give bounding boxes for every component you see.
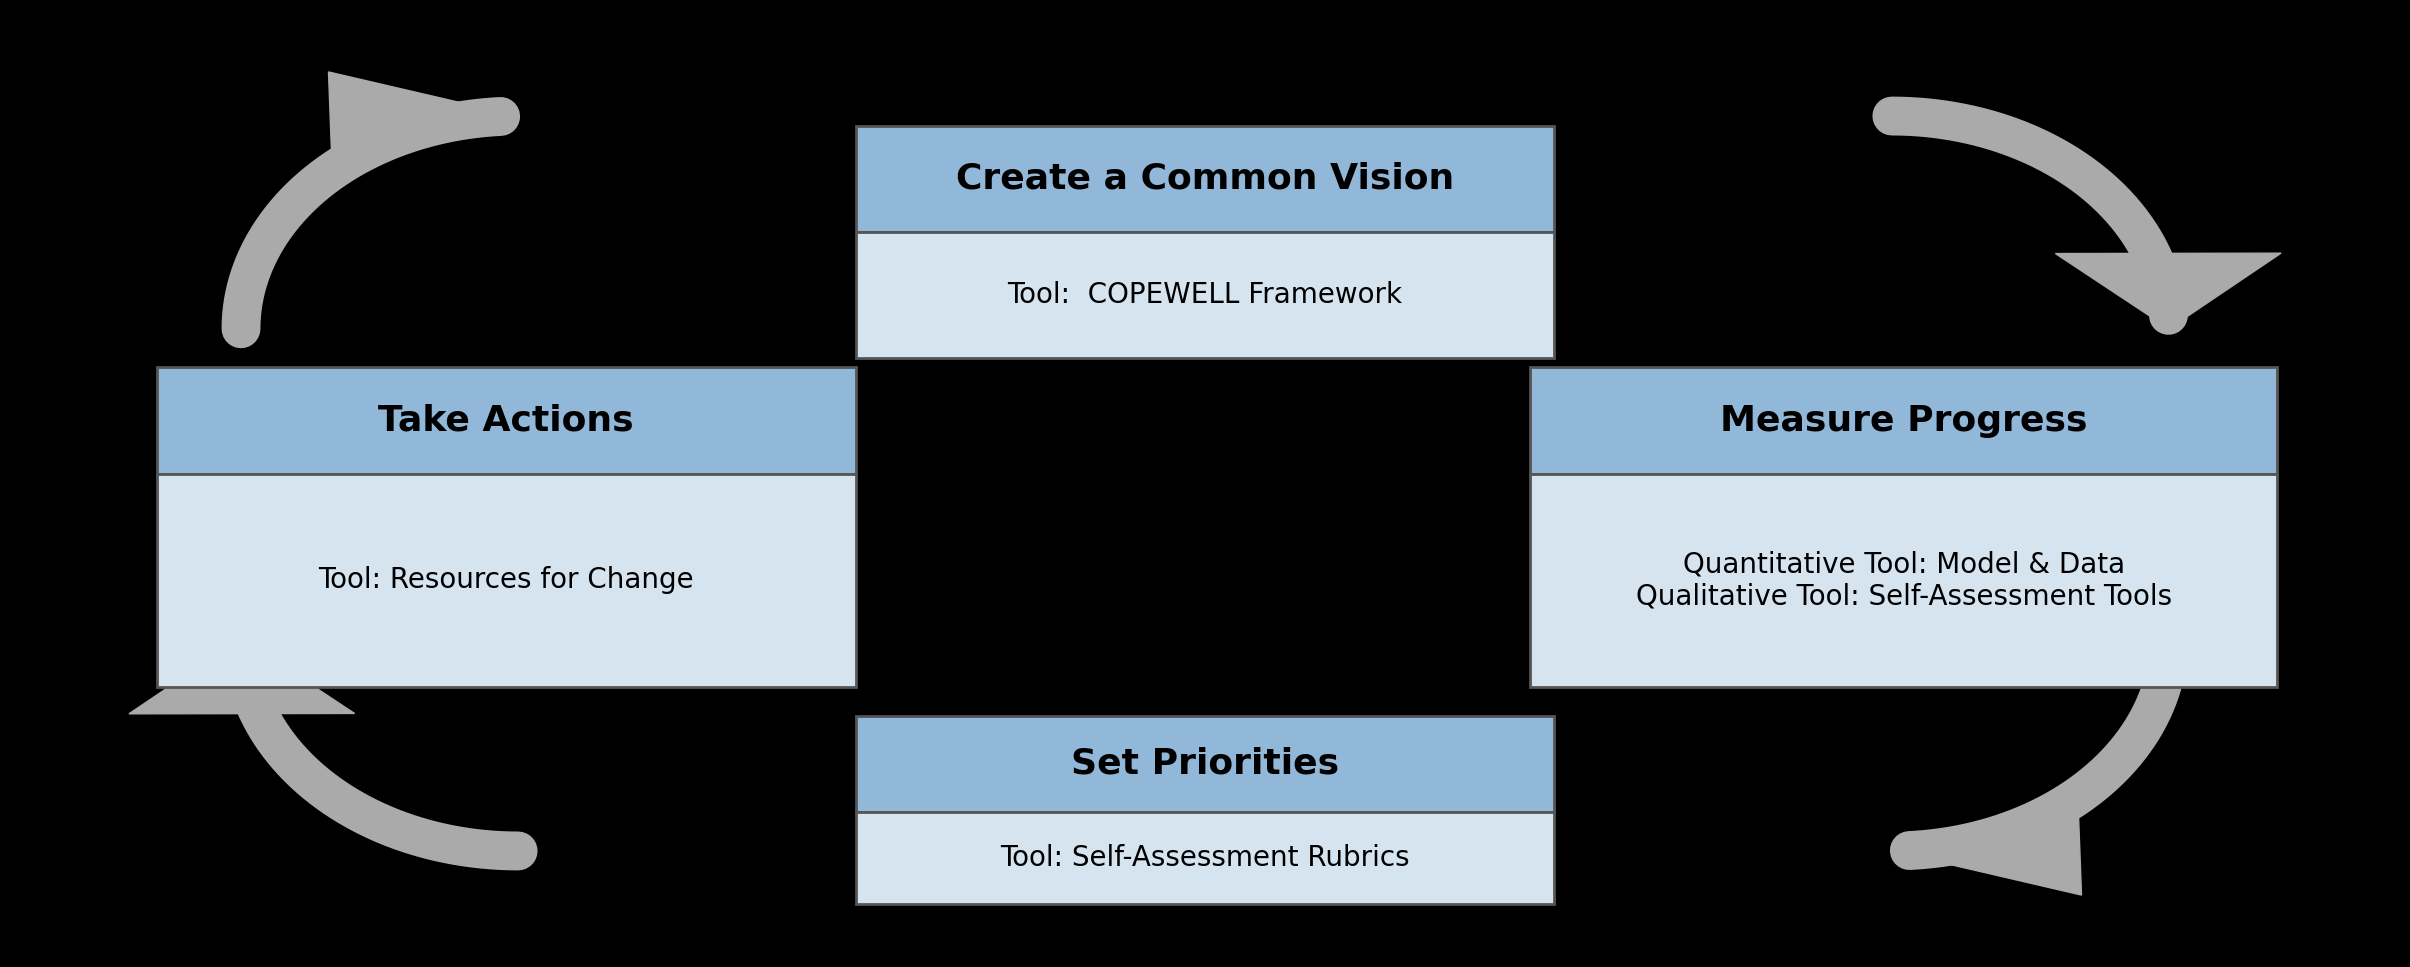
FancyBboxPatch shape	[157, 474, 856, 687]
FancyBboxPatch shape	[856, 716, 1554, 812]
Polygon shape	[130, 638, 354, 714]
FancyBboxPatch shape	[1530, 367, 2277, 474]
Text: Set Priorities: Set Priorities	[1070, 747, 1340, 781]
FancyBboxPatch shape	[1530, 474, 2277, 687]
FancyBboxPatch shape	[856, 232, 1554, 358]
FancyBboxPatch shape	[157, 367, 856, 474]
Polygon shape	[328, 72, 518, 162]
Text: Tool:  COPEWELL Framework: Tool: COPEWELL Framework	[1007, 281, 1403, 308]
Text: Quantitative Tool: Model & Data
Qualitative Tool: Self-Assessment Tools: Quantitative Tool: Model & Data Qualitat…	[1636, 550, 2171, 610]
Text: Tool: Resources for Change: Tool: Resources for Change	[318, 567, 694, 594]
FancyBboxPatch shape	[856, 812, 1554, 904]
Text: Create a Common Vision: Create a Common Vision	[957, 161, 1453, 196]
Text: Tool: Self-Assessment Rubrics: Tool: Self-Assessment Rubrics	[1000, 844, 1410, 872]
Text: Take Actions: Take Actions	[378, 403, 634, 438]
Polygon shape	[1892, 805, 2082, 895]
Text: Measure Progress: Measure Progress	[1721, 403, 2087, 438]
FancyBboxPatch shape	[856, 126, 1554, 232]
Polygon shape	[2056, 253, 2280, 329]
